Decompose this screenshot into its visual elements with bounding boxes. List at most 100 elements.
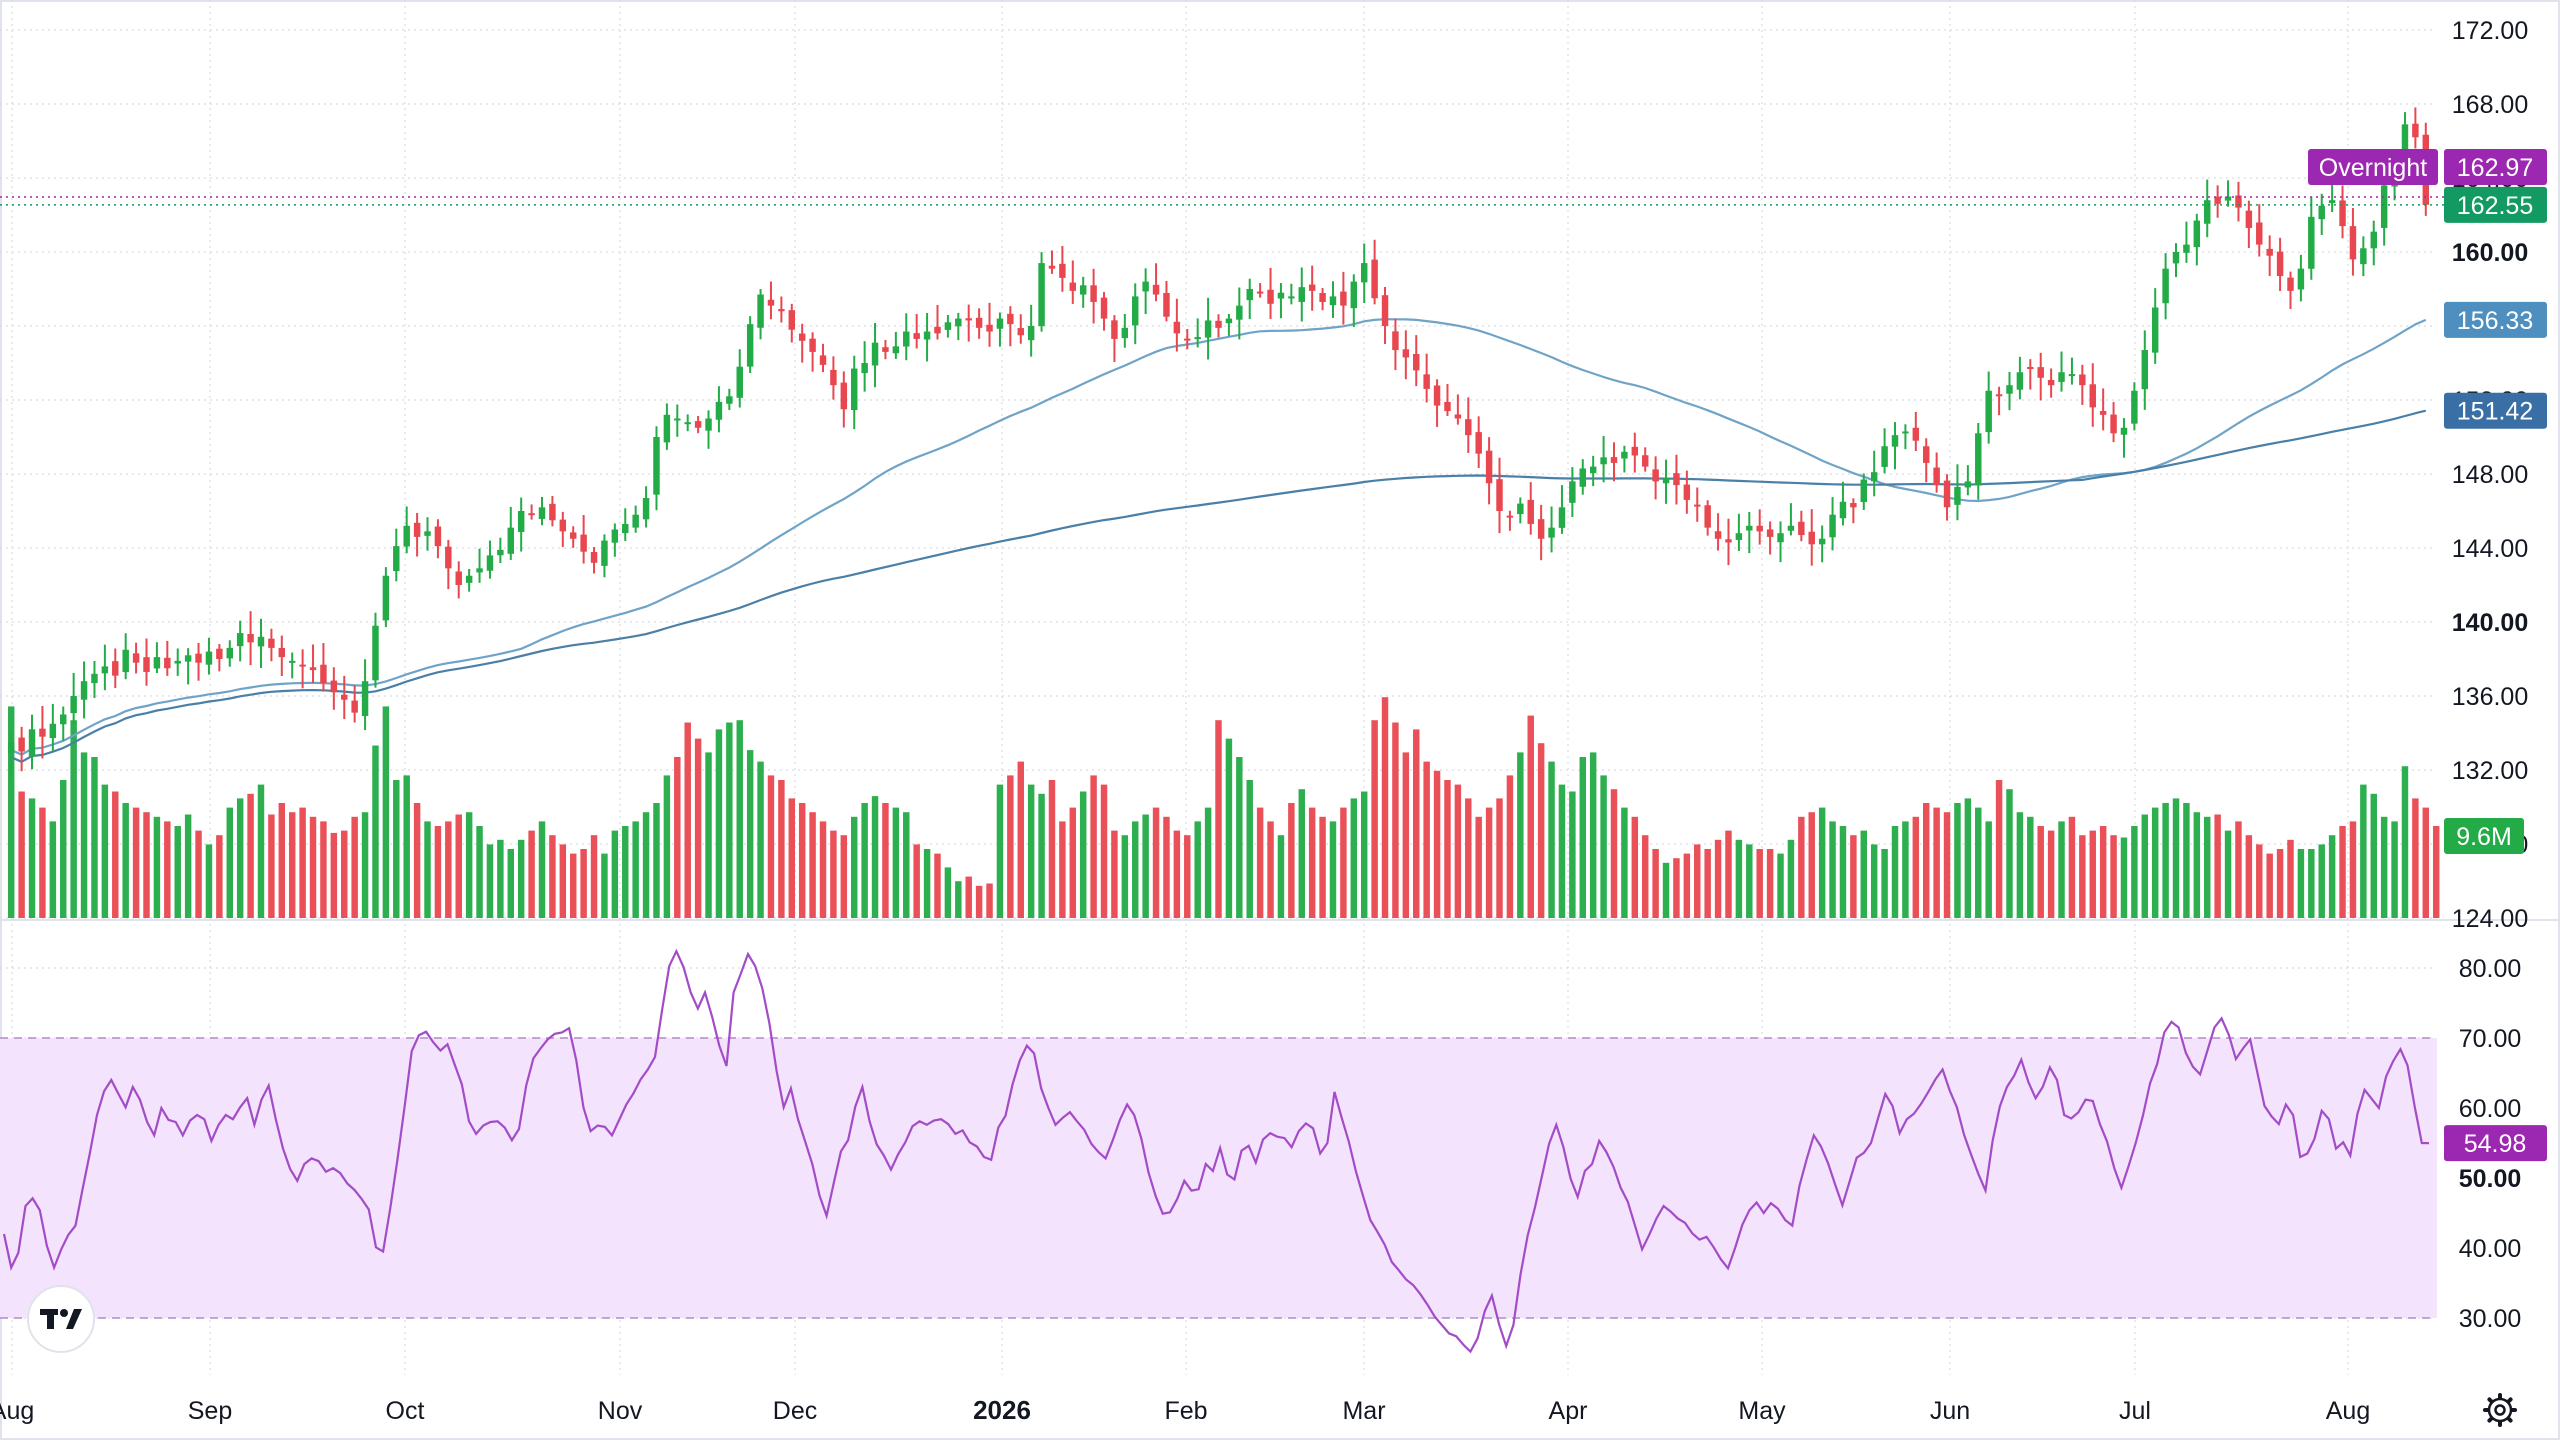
volume-bar — [1683, 853, 1691, 918]
candle-body — [91, 673, 98, 684]
volume-bar — [2151, 807, 2159, 918]
logo-badge-circle — [27, 1285, 95, 1353]
candle-body — [403, 525, 410, 547]
candle-body — [1079, 285, 1087, 295]
volume-bar — [2214, 814, 2221, 918]
candle-body — [778, 309, 785, 312]
logo-badge[interactable] — [27, 1285, 95, 1353]
time-tick-label: Oct — [386, 1397, 425, 1425]
volume-bar — [996, 784, 1004, 918]
volume-bar — [1881, 849, 1888, 918]
candle-body — [2110, 414, 2117, 434]
time-tick-label: Sep — [188, 1397, 232, 1425]
candle-body — [746, 324, 754, 367]
candle-body — [1402, 349, 1410, 358]
volume-bar — [934, 853, 941, 918]
volume-bar — [840, 835, 848, 918]
volume-bar — [2391, 821, 2398, 918]
candle-body — [1891, 435, 1899, 447]
volume-bar — [1787, 839, 1795, 918]
volume-bar — [1995, 780, 2003, 918]
candle-body — [2266, 248, 2273, 256]
volume-bar — [2297, 849, 2305, 918]
candle-body — [1111, 320, 1118, 339]
candle-body — [1975, 433, 1982, 486]
volume-bar — [1631, 816, 1639, 918]
volume-bar — [788, 798, 796, 918]
time-tick-label: Nov — [598, 1397, 643, 1425]
candle-body — [549, 503, 556, 521]
candle-body — [1954, 486, 1961, 505]
volume-bar — [2412, 798, 2419, 918]
candle-body — [2058, 372, 2065, 382]
candle-body — [1829, 514, 1836, 538]
candle-body — [1423, 374, 1430, 389]
volume-bar — [528, 830, 535, 918]
volume-bar — [871, 796, 879, 918]
volume-bar — [1766, 849, 1774, 918]
candle-body — [1579, 468, 1586, 487]
volume-bar — [1818, 807, 1826, 918]
volume-bar — [1579, 757, 1586, 918]
volume-bar — [1985, 821, 1992, 918]
time-axis[interactable]: Aug Sep Oct Nov Dec 2026 Feb Mar Apr May Jun Jul Aug — [0, 1395, 2370, 1425]
volume-bar — [559, 844, 567, 918]
volume-tag-box — [2444, 818, 2524, 854]
settings-gear-icon[interactable] — [2483, 1393, 2517, 1427]
candle-body — [1059, 263, 1066, 278]
candle-body — [1132, 296, 1139, 326]
candle-body — [757, 294, 764, 328]
candle-body — [1850, 502, 1857, 508]
volume-bar — [2172, 798, 2180, 918]
volume-bar — [1870, 844, 1878, 918]
price-tick-label: 140.00 — [2452, 609, 2528, 637]
rsi-value-tag-text: 54.98 — [2464, 1130, 2527, 1158]
volume-bar — [1558, 784, 1566, 918]
volume-bar — [1922, 803, 1930, 918]
candle-body — [674, 418, 681, 421]
volume-bar — [1600, 775, 1607, 918]
volume-bar — [1371, 720, 1378, 918]
volume-bar — [2308, 849, 2315, 918]
volume-bar — [153, 816, 161, 918]
volume-bar — [1673, 858, 1680, 918]
candle-body — [486, 555, 494, 571]
volume-bar — [445, 821, 452, 918]
candle-body — [705, 418, 712, 431]
candle-body — [663, 414, 671, 443]
candle-body — [1444, 401, 1451, 412]
ma-short-tag: 156.33 — [2444, 301, 2547, 338]
volume-bar — [2245, 835, 2253, 918]
volume-bar — [2131, 826, 2138, 918]
volume-bar — [2432, 826, 2440, 918]
candle-body — [2016, 372, 2024, 390]
candle-body — [455, 571, 462, 585]
volume-bar — [1444, 780, 1451, 918]
time-tick-label: Jun — [1930, 1397, 1970, 1425]
volume-bar — [1652, 849, 1659, 918]
candle-body — [559, 519, 567, 532]
candle-body — [268, 638, 275, 648]
volume-bar — [2037, 826, 2044, 918]
candle-body — [1298, 287, 1305, 302]
volume-bar — [913, 844, 920, 918]
volume-bar — [736, 720, 743, 918]
time-tick-label: Feb — [1164, 1397, 1207, 1425]
volume-bar — [601, 853, 608, 918]
candle-body — [1641, 455, 1649, 467]
ma-long-tag-box — [2444, 392, 2547, 429]
volume-bar — [195, 830, 202, 918]
volume-bar — [819, 821, 827, 918]
volume-bar — [1808, 812, 1815, 918]
candle-body — [913, 333, 920, 339]
rsi-tick-label: 60.00 — [2459, 1095, 2522, 1123]
candle-body — [341, 694, 348, 700]
candle-body — [70, 696, 77, 714]
price-tick-label: 148.00 — [2452, 461, 2528, 489]
candle-body — [1933, 467, 1940, 486]
volume-bar — [2422, 807, 2430, 918]
candle-body — [1277, 292, 1285, 299]
candle-body — [1246, 289, 1253, 301]
last-price-tag: 162.55 — [2444, 186, 2547, 223]
